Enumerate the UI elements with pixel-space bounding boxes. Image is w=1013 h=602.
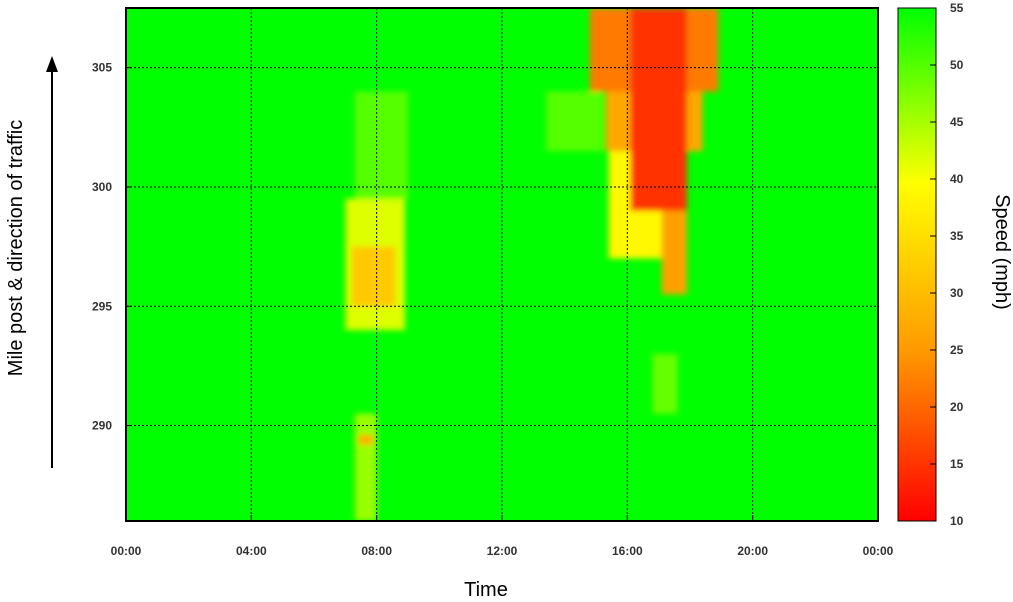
x-tick-label: 20:00 — [737, 544, 768, 558]
y-tick-label: 300 — [92, 180, 112, 194]
plot-area — [125, 7, 879, 522]
colorbar-tick-label: 30 — [950, 286, 964, 300]
heatmap-cell — [354, 91, 408, 199]
y-tick-label: 290 — [92, 419, 112, 433]
x-tick-label: 00:00 — [111, 544, 142, 558]
colorbar-tick-label: 45 — [950, 115, 964, 129]
heatmap-cell — [652, 353, 678, 414]
heatmap-cell — [357, 435, 374, 445]
heatmap-cell — [351, 246, 396, 307]
colorbar-title: Speed (mph) — [991, 194, 1013, 310]
x-axis-ticks: 00:00 04:00 08:00 12:00 16:00 20:00 00:00 — [111, 515, 894, 558]
colorbar-tick-label: 25 — [950, 343, 964, 357]
x-tick-label: 04:00 — [236, 544, 267, 558]
colorbar-tick-label: 55 — [950, 1, 964, 15]
colorbar-tick-label: 15 — [950, 457, 964, 471]
x-tick-label: 00:00 — [863, 544, 894, 558]
x-tick-label: 08:00 — [361, 544, 392, 558]
y-axis-title: Mile post & direction of traffic — [5, 120, 27, 376]
colorbar-tick-label: 20 — [950, 400, 964, 414]
colorbar-ticks: 10 15 20 25 30 35 40 45 50 55 — [930, 1, 964, 528]
x-tick-label: 16:00 — [612, 544, 643, 558]
x-axis-title: Time — [464, 579, 508, 601]
colorbar: 10 15 20 25 30 35 40 45 50 55 — [897, 1, 964, 528]
colorbar-gradient — [897, 7, 937, 522]
grid-lines — [126, 8, 878, 521]
y-tick-label: 305 — [92, 61, 112, 75]
direction-arrow-head-icon — [46, 56, 58, 72]
congestion-regions — [345, 8, 719, 521]
heatmap-cell — [545, 91, 603, 152]
y-tick-label: 295 — [92, 299, 112, 313]
heatmap-cell — [354, 413, 377, 521]
colorbar-tick-label: 40 — [950, 172, 964, 186]
colorbar-tick-label: 10 — [950, 514, 964, 528]
colorbar-tick-label: 35 — [950, 229, 964, 243]
heatmap-cell — [630, 8, 687, 211]
heatmap-cell — [661, 210, 687, 295]
colorbar-tick-label: 50 — [950, 58, 964, 72]
y-axis-ticks: 290 295 300 305 — [92, 61, 132, 433]
y-axis-title-group: Mile post & direction of traffic — [5, 56, 58, 468]
x-tick-label: 12:00 — [487, 544, 518, 558]
